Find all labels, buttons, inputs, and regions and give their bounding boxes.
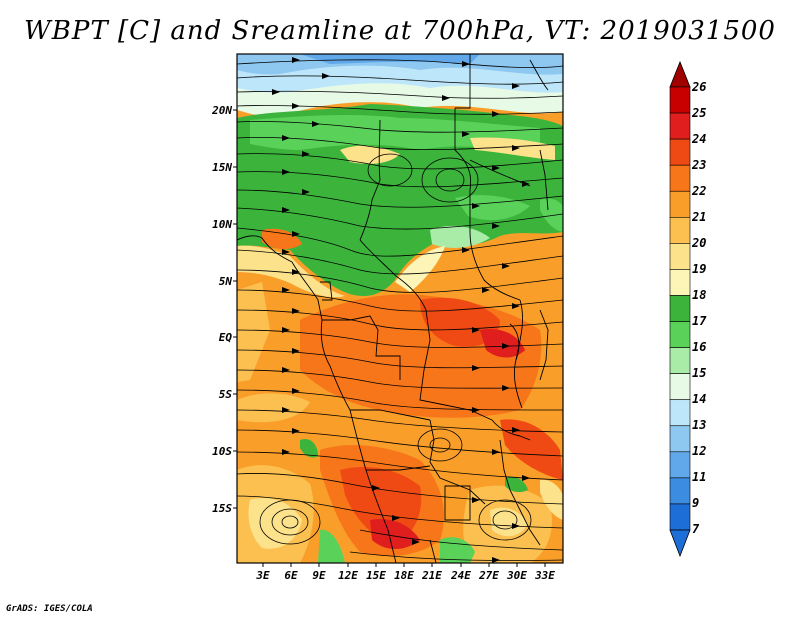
colorbar-label: 13 [692,418,707,432]
lon-label: 18E [394,569,414,582]
colorbar-swatch [669,243,691,270]
colorbar-swatch [669,164,691,192]
colorbar-min-arrow [669,529,691,558]
colorbar-swatch [669,86,691,114]
lat-label: 5S [218,388,232,401]
colorbar-label: 12 [692,444,707,458]
lat-label: 10N [212,218,232,231]
lat-label: 10S [212,445,232,458]
colorbar-label: 7 [692,522,700,536]
lon-label: 24E [451,569,471,582]
colorbar-label: 18 [692,288,707,302]
colorbar-label: 26 [692,80,707,94]
colorbar-label: 23 [692,158,707,172]
lon-label: 33E [535,569,555,582]
lon-label: 21E [422,569,442,582]
colorbar-label: 19 [692,262,707,276]
lon-label: 12E [338,569,358,582]
colorbar-swatch [669,503,691,531]
colorbar-swatch [669,425,691,453]
footer-credit: GrADS: IGES/COLA [6,604,93,614]
colorbar-swatch [669,399,691,427]
colorbar-label: 20 [692,236,707,250]
lon-label: 27E [479,569,499,582]
lon-label: 9E [312,569,326,582]
lon-label: 3E [256,569,270,582]
lat-label: 15N [212,161,232,174]
colorbar-swatch [669,112,691,140]
colorbar-label: 17 [692,314,707,328]
colorbar-swatch [669,373,691,401]
lat-label: EQ [218,331,232,344]
colorbar-label: 22 [692,184,707,198]
colorbar-label: 16 [692,340,707,354]
colorbar-swatch [669,138,691,166]
lon-label: 6E [284,569,298,582]
colorbar-swatch [669,295,691,322]
colorbar-max-arrow [669,60,691,88]
colorbar-label: 25 [692,106,707,120]
axis-ticks [233,109,546,567]
colorbar-label: 14 [692,392,707,406]
colorbar-label: 24 [692,132,707,146]
lon-label: 15E [366,569,386,582]
lat-label: 5N [218,275,232,288]
colorbar-label: 15 [692,366,707,380]
colorbar-label: 9 [692,496,700,510]
lon-label: 30E [507,569,527,582]
map-frame [236,53,564,564]
lat-label: 20N [212,104,232,117]
colorbar-swatch [669,216,691,244]
chart-title: WBPT [C] and Sreamline at 700hPa, VT: 20… [24,16,776,46]
colorbar-swatch [669,321,691,348]
wbpt-field [237,54,563,563]
colorbar-label: 21 [692,210,707,224]
lat-label: 15S [212,502,232,515]
country-borders [237,54,549,563]
colorbar [669,60,691,558]
streamline-arrows [272,57,530,563]
colorbar-swatch [669,190,691,218]
colorbar-swatch [669,347,691,374]
colorbar-swatch [669,269,691,296]
colorbar-label: 11 [692,470,707,484]
colorbar-swatch [669,477,691,505]
colorbar-swatch [669,451,691,479]
